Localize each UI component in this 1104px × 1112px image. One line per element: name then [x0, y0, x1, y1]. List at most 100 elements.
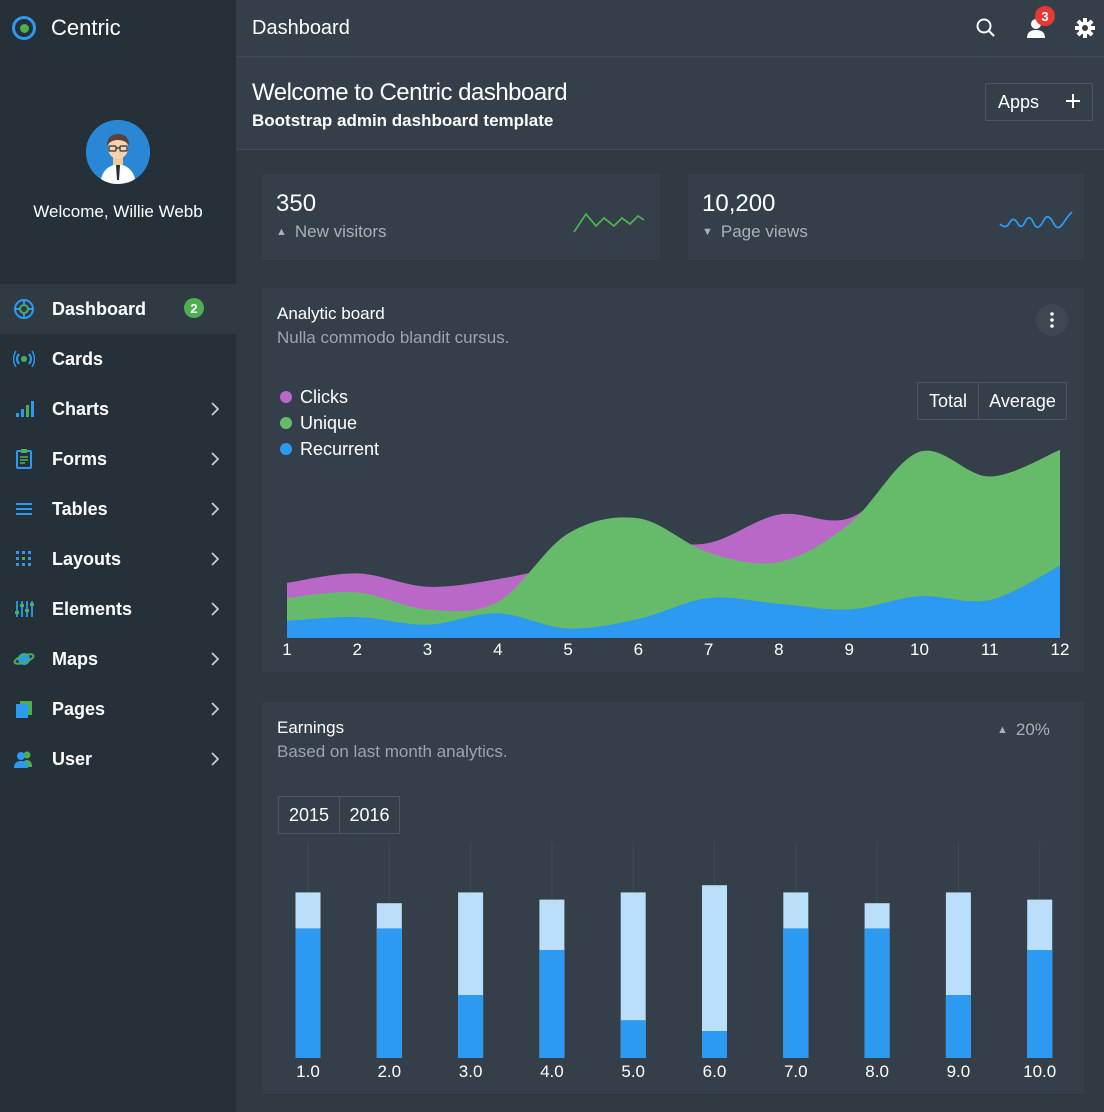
brand[interactable]: Centric	[0, 0, 236, 56]
legend-dot	[280, 391, 292, 403]
chevron-right-icon	[211, 652, 220, 666]
plus-icon	[1066, 94, 1080, 108]
area-series-recurrent	[287, 565, 1060, 638]
app-name: Centric	[51, 15, 121, 40]
x-tick-label: 1	[282, 640, 292, 659]
dashboard-badge: 2	[184, 298, 204, 318]
sidebar-item-label: Cards	[52, 348, 104, 369]
user-profile: Welcome, Willie Webb	[0, 56, 236, 280]
more-vert-button[interactable]	[1036, 304, 1068, 336]
chevron-right-icon	[211, 602, 220, 616]
sidebar-item-forms[interactable]: Forms	[0, 434, 236, 484]
earnings-title: Earnings	[277, 718, 345, 737]
sidebar-item-charts[interactable]: Charts	[0, 384, 236, 434]
analytic-area-chart	[287, 449, 1060, 638]
gear-icon[interactable]	[1073, 16, 1097, 40]
chevron-right-icon	[211, 752, 220, 766]
sidebar-item-elements[interactable]: Elements	[0, 584, 236, 634]
layouts-icon	[12, 547, 36, 571]
welcome-subtitle: Bootstrap admin dashboard template	[252, 111, 554, 130]
x-tick-label: 9.0	[946, 1062, 971, 1081]
apps-button[interactable]: Apps	[985, 83, 1093, 121]
year-2016-button[interactable]: 2016	[340, 796, 400, 834]
chevron-right-icon	[211, 702, 220, 716]
sidebar-item-dashboard[interactable]: Dashboard 2	[0, 284, 236, 334]
sidebar-item-maps[interactable]: Maps	[0, 634, 236, 684]
search-icon[interactable]	[974, 16, 998, 40]
bar-2015	[864, 928, 890, 1058]
page-title: Dashboard	[252, 16, 350, 39]
analytic-board-card: Analytic board Nulla commodo blandit cur…	[262, 288, 1084, 672]
bar-2015	[539, 950, 565, 1058]
bar-2015	[295, 928, 321, 1058]
analytic-title: Analytic board	[277, 304, 385, 323]
legend-item-recurrent: Recurrent	[280, 436, 379, 462]
bar-2015	[702, 1031, 727, 1058]
charts-icon	[12, 397, 36, 421]
stat-label: ▼ Page views	[702, 222, 808, 242]
x-tick-label: 4.0	[540, 1062, 564, 1081]
x-tick-label: 7.0	[783, 1062, 808, 1081]
x-tick-label: 2.0	[377, 1062, 402, 1081]
pages-icon	[12, 697, 36, 721]
stat-label-text: Page views	[720, 222, 808, 241]
x-tick-label: 5	[563, 640, 573, 659]
bar-2016	[702, 885, 727, 1058]
sidebar-item-label: Forms	[52, 448, 108, 469]
more-vert-icon	[1050, 312, 1054, 328]
bar-2015	[945, 995, 971, 1058]
sidebar-item-tables[interactable]: Tables	[0, 484, 236, 534]
pageviews-sparkline	[999, 211, 1073, 229]
sidebar-item-layouts[interactable]: Layouts	[0, 534, 236, 584]
x-tick-label: 8.0	[865, 1062, 889, 1081]
topbar: Dashboard 3	[236, 0, 1104, 56]
x-tick-label: 11	[980, 640, 999, 659]
x-tick-label: 10	[909, 640, 929, 659]
total-button[interactable]: Total	[917, 382, 979, 420]
notification-badge: 3	[1035, 6, 1055, 26]
sidebar-item-label: Layouts	[52, 548, 122, 569]
bar-2015	[458, 995, 484, 1058]
sidebar-item-user[interactable]: User	[0, 734, 236, 784]
x-tick-label: 3.0	[458, 1062, 483, 1081]
logo-icon	[12, 16, 36, 40]
welcome-title: Welcome to Centric dashboard	[252, 79, 568, 106]
x-tick-label: 4	[493, 640, 503, 659]
chevron-right-icon	[211, 402, 220, 416]
avatar[interactable]	[86, 120, 150, 184]
earnings-change-value: 20%	[1015, 720, 1050, 739]
average-button[interactable]: Average	[979, 382, 1067, 420]
bar-2015	[620, 1020, 646, 1058]
legend-dot	[280, 443, 292, 455]
page-header: Welcome to Centric dashboard Bootstrap a…	[236, 56, 1104, 150]
x-tick-label: 10.0	[1023, 1062, 1057, 1081]
bar-2015	[376, 928, 402, 1058]
stat-card-pageviews: 10,200 ▼ Page views	[688, 174, 1084, 260]
sidebar-item-label: Dashboard	[52, 298, 147, 319]
year-toggle-group: 2015 2016	[278, 796, 400, 834]
notifications-user-icon[interactable]	[1024, 16, 1048, 40]
x-tick-label: 12	[1050, 640, 1070, 659]
maps-icon	[12, 647, 36, 671]
sidebar-item-cards[interactable]: Cards	[0, 334, 236, 384]
cards-icon	[12, 347, 36, 371]
legend-item-clicks: Clicks	[280, 384, 379, 410]
x-tick-label: 7	[703, 640, 714, 659]
chevron-right-icon	[211, 552, 220, 566]
trend-down-icon: ▼	[702, 226, 713, 238]
trend-up-icon: ▲	[276, 226, 287, 238]
sidebar-item-pages[interactable]: Pages	[0, 684, 236, 734]
legend-label: Clicks	[300, 386, 348, 407]
sidebar: Centric Welcome, Willie Webb Dashboard	[0, 0, 236, 1112]
year-2015-button[interactable]: 2015	[278, 796, 340, 834]
sidebar-item-label: Charts	[52, 398, 110, 419]
area-series-unique	[287, 449, 1060, 638]
sidebar-item-label: Tables	[52, 498, 108, 519]
legend-label: Unique	[300, 412, 358, 433]
user-icon	[12, 747, 36, 771]
stat-value: 350	[276, 190, 317, 217]
x-tick-label: 2	[352, 640, 362, 659]
legend-item-unique: Unique	[280, 410, 379, 436]
legend-label: Recurrent	[300, 438, 380, 459]
x-tick-label: 5.0	[621, 1062, 646, 1081]
